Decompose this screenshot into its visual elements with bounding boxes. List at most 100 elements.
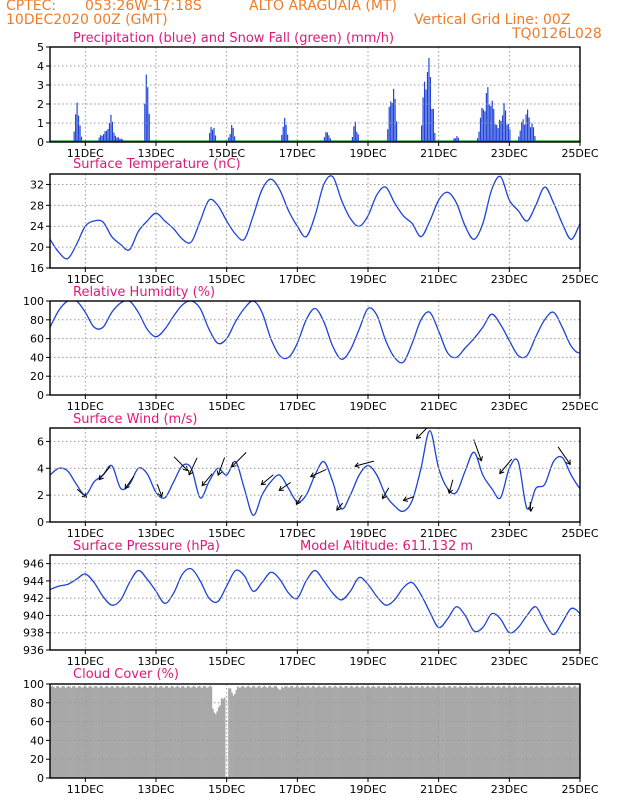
cloud-bar bbox=[527, 687, 529, 778]
precip-bar bbox=[281, 134, 283, 142]
cloud-bar bbox=[525, 686, 528, 778]
cloud-bar bbox=[195, 687, 198, 778]
cloud-bar bbox=[554, 687, 557, 778]
cloud-bar bbox=[144, 685, 146, 778]
cloud-bar bbox=[363, 687, 366, 778]
cloud-bar bbox=[532, 687, 535, 778]
pressure-ytick-label: 938 bbox=[23, 627, 44, 640]
cloud-xtick-label: 23DEC bbox=[491, 783, 528, 796]
precip-bar bbox=[423, 81, 426, 142]
precip-bar bbox=[214, 135, 217, 142]
cloud-bar bbox=[270, 687, 273, 778]
temp-ytick-label: 16 bbox=[30, 262, 44, 275]
cloud-bar bbox=[219, 705, 222, 778]
cloud-bar bbox=[86, 687, 89, 778]
cloud-bar bbox=[110, 686, 113, 778]
precip-bar bbox=[100, 135, 102, 142]
wind-xtick-label: 13DEC bbox=[137, 527, 174, 540]
cloud-bar bbox=[154, 685, 157, 778]
precip-bar bbox=[390, 101, 392, 142]
cloud-bar bbox=[111, 685, 114, 778]
precip-bar bbox=[231, 124, 233, 142]
cloud-bar bbox=[157, 687, 160, 778]
cloud-bar bbox=[535, 685, 538, 778]
cloud-bar bbox=[315, 687, 317, 778]
precip-bar bbox=[456, 136, 458, 142]
cloud-bar bbox=[384, 686, 386, 778]
precip-bar bbox=[518, 136, 520, 142]
precip-bar bbox=[148, 113, 150, 142]
wind-arrow bbox=[336, 502, 344, 511]
precip-bar bbox=[287, 134, 289, 142]
cloud-bar bbox=[466, 687, 469, 778]
precip-bar bbox=[119, 139, 121, 142]
precip-bar bbox=[323, 137, 326, 142]
cloud-bar bbox=[496, 686, 498, 778]
cloud-bar bbox=[61, 685, 64, 778]
cloud-bar bbox=[472, 687, 475, 778]
cloud-bar bbox=[52, 687, 55, 778]
cloud-bar bbox=[499, 686, 501, 778]
cloud-bar bbox=[179, 687, 182, 778]
cloud-bar bbox=[117, 686, 120, 778]
precip-bar bbox=[325, 132, 327, 142]
cloud-bar bbox=[191, 687, 194, 778]
cloud-bar bbox=[209, 685, 211, 778]
precip-bar bbox=[211, 129, 214, 142]
cloud-bar bbox=[451, 687, 454, 778]
cloud-bar bbox=[207, 687, 210, 778]
cloud-bar bbox=[307, 685, 310, 778]
cloud-xtick-label: 13DEC bbox=[137, 783, 174, 796]
cloud-bar bbox=[365, 687, 367, 778]
cloud-bar bbox=[387, 687, 389, 778]
cloud-bar bbox=[248, 687, 251, 778]
precip-bar bbox=[391, 102, 393, 142]
cloud-bar bbox=[101, 686, 104, 778]
wind-ytick-label: 0 bbox=[37, 516, 44, 529]
cloud-bar bbox=[459, 685, 462, 778]
cloud-bar bbox=[412, 687, 414, 778]
cloud-bar bbox=[409, 686, 411, 778]
rh-series-line bbox=[50, 301, 580, 364]
precip-bar bbox=[326, 132, 328, 142]
precip-bar bbox=[425, 89, 427, 142]
cloud-bar bbox=[563, 686, 566, 778]
cloud-bar bbox=[468, 687, 470, 778]
cloud-bar bbox=[447, 686, 450, 778]
cloud-bar bbox=[538, 687, 541, 778]
precip-bar bbox=[532, 127, 535, 142]
cloud-bar bbox=[393, 686, 395, 778]
cloud-bar bbox=[192, 685, 195, 778]
cloud-bar bbox=[456, 687, 459, 778]
cloud-bar bbox=[572, 686, 575, 778]
cloud-frame bbox=[49, 683, 581, 779]
cloud-bar bbox=[348, 687, 351, 778]
cloud-bar bbox=[537, 687, 540, 778]
temp-series-line bbox=[50, 175, 580, 260]
cloud-bar bbox=[540, 686, 543, 778]
rh-ytick-label: 80 bbox=[30, 314, 44, 327]
cloud-bar bbox=[521, 687, 523, 778]
precip-bar bbox=[522, 119, 524, 142]
precip-bar bbox=[228, 137, 230, 142]
cloud-bar bbox=[238, 687, 241, 778]
cloud-bar bbox=[97, 687, 99, 778]
cloud-bar bbox=[476, 686, 479, 778]
cloud-bar bbox=[312, 685, 314, 778]
precip-bar bbox=[113, 132, 115, 142]
cloud-xtick-label: 19DEC bbox=[349, 783, 386, 796]
cloud-bar bbox=[254, 687, 257, 778]
precip-bar bbox=[285, 124, 287, 142]
cloud-bar bbox=[164, 686, 167, 778]
cloud-bar bbox=[334, 685, 336, 778]
cloud-bar bbox=[55, 686, 58, 778]
pressure-grid bbox=[50, 555, 581, 650]
rh-title: Relative Humidity (%) bbox=[73, 285, 215, 300]
precip-bar bbox=[491, 100, 493, 142]
cloud-grid bbox=[50, 684, 581, 778]
cloud-bar bbox=[556, 686, 559, 778]
cloud-bar bbox=[257, 685, 260, 778]
precip-bar bbox=[122, 139, 124, 142]
cloud-bar bbox=[560, 687, 563, 778]
cloud-bar bbox=[285, 685, 288, 778]
